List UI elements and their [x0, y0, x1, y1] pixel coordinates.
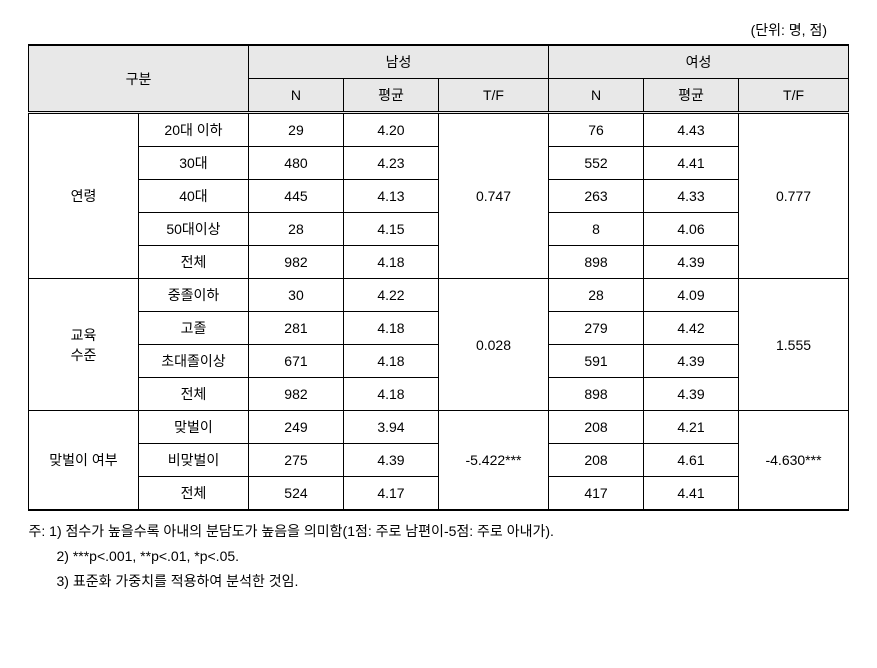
note-line: 2) ***p<.001, **p<.01, *p<.05.: [29, 544, 849, 569]
male-mean: 4.18: [343, 345, 438, 378]
male-mean: 4.17: [343, 477, 438, 511]
male-tf: 0.747: [438, 113, 548, 279]
table-row: 맞벌이 여부맞벌이2493.94-5.422***2084.21-4.630**…: [28, 411, 848, 444]
female-n: 28: [549, 279, 644, 312]
male-n: 29: [248, 113, 343, 147]
female-mean: 4.39: [644, 378, 739, 411]
header-male-tf: T/F: [438, 79, 548, 113]
female-mean: 4.61: [644, 444, 739, 477]
female-n: 591: [549, 345, 644, 378]
notes-section: 주: 1) 점수가 높을수록 아내의 분담도가 높음을 의미함(1점: 주로 남…: [29, 519, 849, 595]
male-n: 982: [248, 378, 343, 411]
female-n: 898: [549, 378, 644, 411]
female-mean: 4.43: [644, 113, 739, 147]
male-n: 524: [248, 477, 343, 511]
sub-label: 비맞벌이: [138, 444, 248, 477]
male-mean: 4.20: [343, 113, 438, 147]
female-n: 76: [549, 113, 644, 147]
sub-label: 50대이상: [138, 213, 248, 246]
sub-label: 전체: [138, 246, 248, 279]
female-n: 417: [549, 477, 644, 511]
female-n: 552: [549, 147, 644, 180]
sub-label: 20대 이하: [138, 113, 248, 147]
male-n: 275: [248, 444, 343, 477]
male-n: 480: [248, 147, 343, 180]
group-label: 연령: [28, 113, 138, 279]
female-tf: 1.555: [739, 279, 849, 411]
female-n: 208: [549, 444, 644, 477]
header-female: 여성: [549, 45, 849, 79]
female-n: 898: [549, 246, 644, 279]
male-tf: -5.422***: [438, 411, 548, 511]
header-category: 구분: [28, 45, 248, 113]
note-line: 주: 1) 점수가 높을수록 아내의 분담도가 높음을 의미함(1점: 주로 남…: [29, 519, 849, 544]
male-mean: 4.22: [343, 279, 438, 312]
sub-label: 중졸이하: [138, 279, 248, 312]
group-label: 맞벌이 여부: [28, 411, 138, 511]
sub-label: 초대졸이상: [138, 345, 248, 378]
male-n: 30: [248, 279, 343, 312]
male-n: 982: [248, 246, 343, 279]
male-mean: 4.23: [343, 147, 438, 180]
female-tf: -4.630***: [739, 411, 849, 511]
male-mean: 4.39: [343, 444, 438, 477]
male-mean: 4.13: [343, 180, 438, 213]
male-n: 28: [248, 213, 343, 246]
male-tf: 0.028: [438, 279, 548, 411]
female-mean: 4.21: [644, 411, 739, 444]
male-mean: 3.94: [343, 411, 438, 444]
male-n: 445: [248, 180, 343, 213]
header-male-n: N: [248, 79, 343, 113]
unit-label: (단위: 명, 점): [20, 20, 857, 40]
data-table: 구분 남성 여성 N 평균 T/F N 평균 T/F 연령20대 이하294.2…: [28, 44, 849, 511]
group-label: 교육수준: [28, 279, 138, 411]
female-mean: 4.39: [644, 345, 739, 378]
female-mean: 4.42: [644, 312, 739, 345]
header-female-n: N: [549, 79, 644, 113]
sub-label: 전체: [138, 378, 248, 411]
table-row: 연령20대 이하294.200.747764.430.777: [28, 113, 848, 147]
female-mean: 4.33: [644, 180, 739, 213]
male-n: 281: [248, 312, 343, 345]
male-mean: 4.18: [343, 246, 438, 279]
female-mean: 4.41: [644, 147, 739, 180]
note-line: 3) 표준화 가중치를 적용하여 분석한 것임.: [29, 569, 849, 594]
header-female-mean: 평균: [644, 79, 739, 113]
male-n: 249: [248, 411, 343, 444]
female-n: 8: [549, 213, 644, 246]
header-male: 남성: [248, 45, 548, 79]
female-tf: 0.777: [739, 113, 849, 279]
sub-label: 맞벌이: [138, 411, 248, 444]
table-row: 교육수준중졸이하304.220.028284.091.555: [28, 279, 848, 312]
sub-label: 전체: [138, 477, 248, 511]
female-mean: 4.39: [644, 246, 739, 279]
sub-label: 30대: [138, 147, 248, 180]
female-mean: 4.41: [644, 477, 739, 511]
female-mean: 4.06: [644, 213, 739, 246]
male-mean: 4.18: [343, 312, 438, 345]
female-n: 263: [549, 180, 644, 213]
sub-label: 고졸: [138, 312, 248, 345]
header-female-tf: T/F: [739, 79, 849, 113]
male-n: 671: [248, 345, 343, 378]
male-mean: 4.18: [343, 378, 438, 411]
male-mean: 4.15: [343, 213, 438, 246]
header-male-mean: 평균: [343, 79, 438, 113]
female-n: 279: [549, 312, 644, 345]
sub-label: 40대: [138, 180, 248, 213]
female-n: 208: [549, 411, 644, 444]
female-mean: 4.09: [644, 279, 739, 312]
